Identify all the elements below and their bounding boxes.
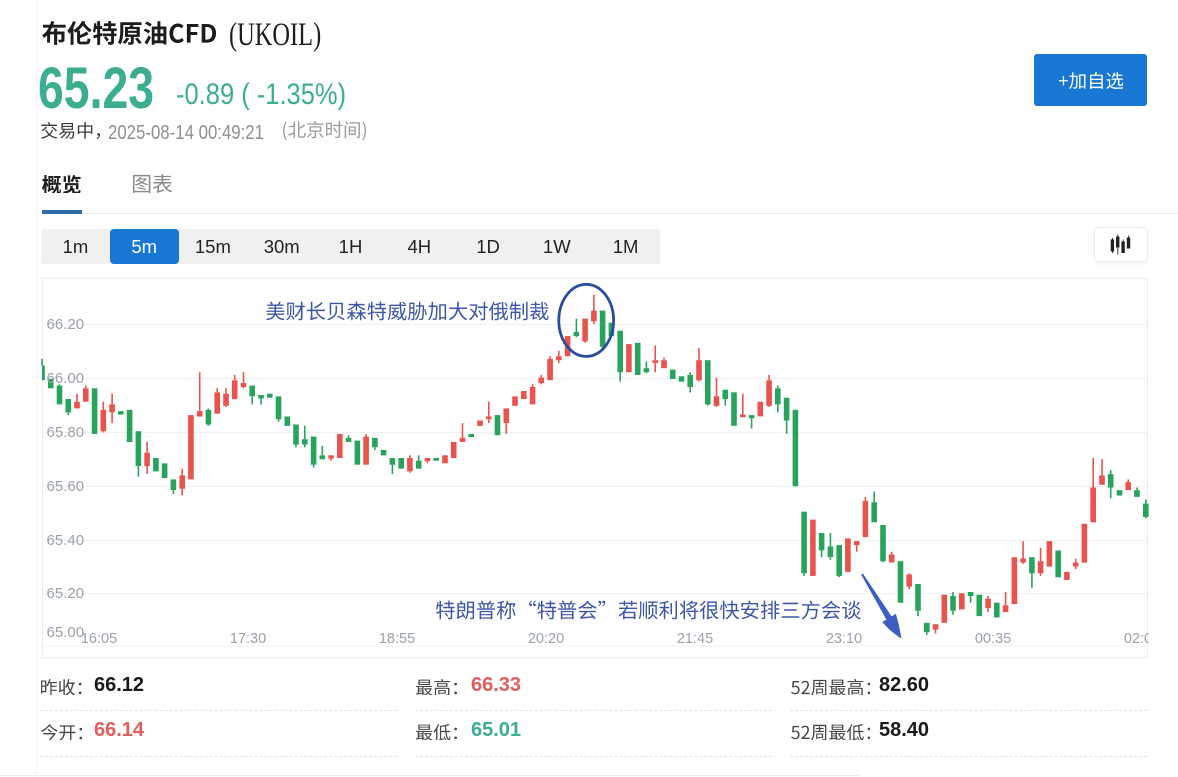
svg-text:66.20: 66.20 <box>47 316 85 333</box>
svg-text:66.00: 66.00 <box>47 370 85 387</box>
svg-text:65.00: 65.00 <box>47 624 85 641</box>
svg-text:00:35: 00:35 <box>975 631 1011 647</box>
svg-text:23:10: 23:10 <box>826 631 862 647</box>
svg-text:65.80: 65.80 <box>47 424 85 441</box>
svg-text:18:55: 18:55 <box>379 631 415 647</box>
svg-text:16:05: 16:05 <box>81 631 117 647</box>
svg-text:65.20: 65.20 <box>47 585 85 602</box>
svg-text:21:45: 21:45 <box>677 631 713 647</box>
svg-text:17:30: 17:30 <box>230 631 266 647</box>
svg-text:65.40: 65.40 <box>47 532 85 549</box>
svg-text:20:20: 20:20 <box>528 631 564 647</box>
svg-text:65.60: 65.60 <box>47 478 85 495</box>
